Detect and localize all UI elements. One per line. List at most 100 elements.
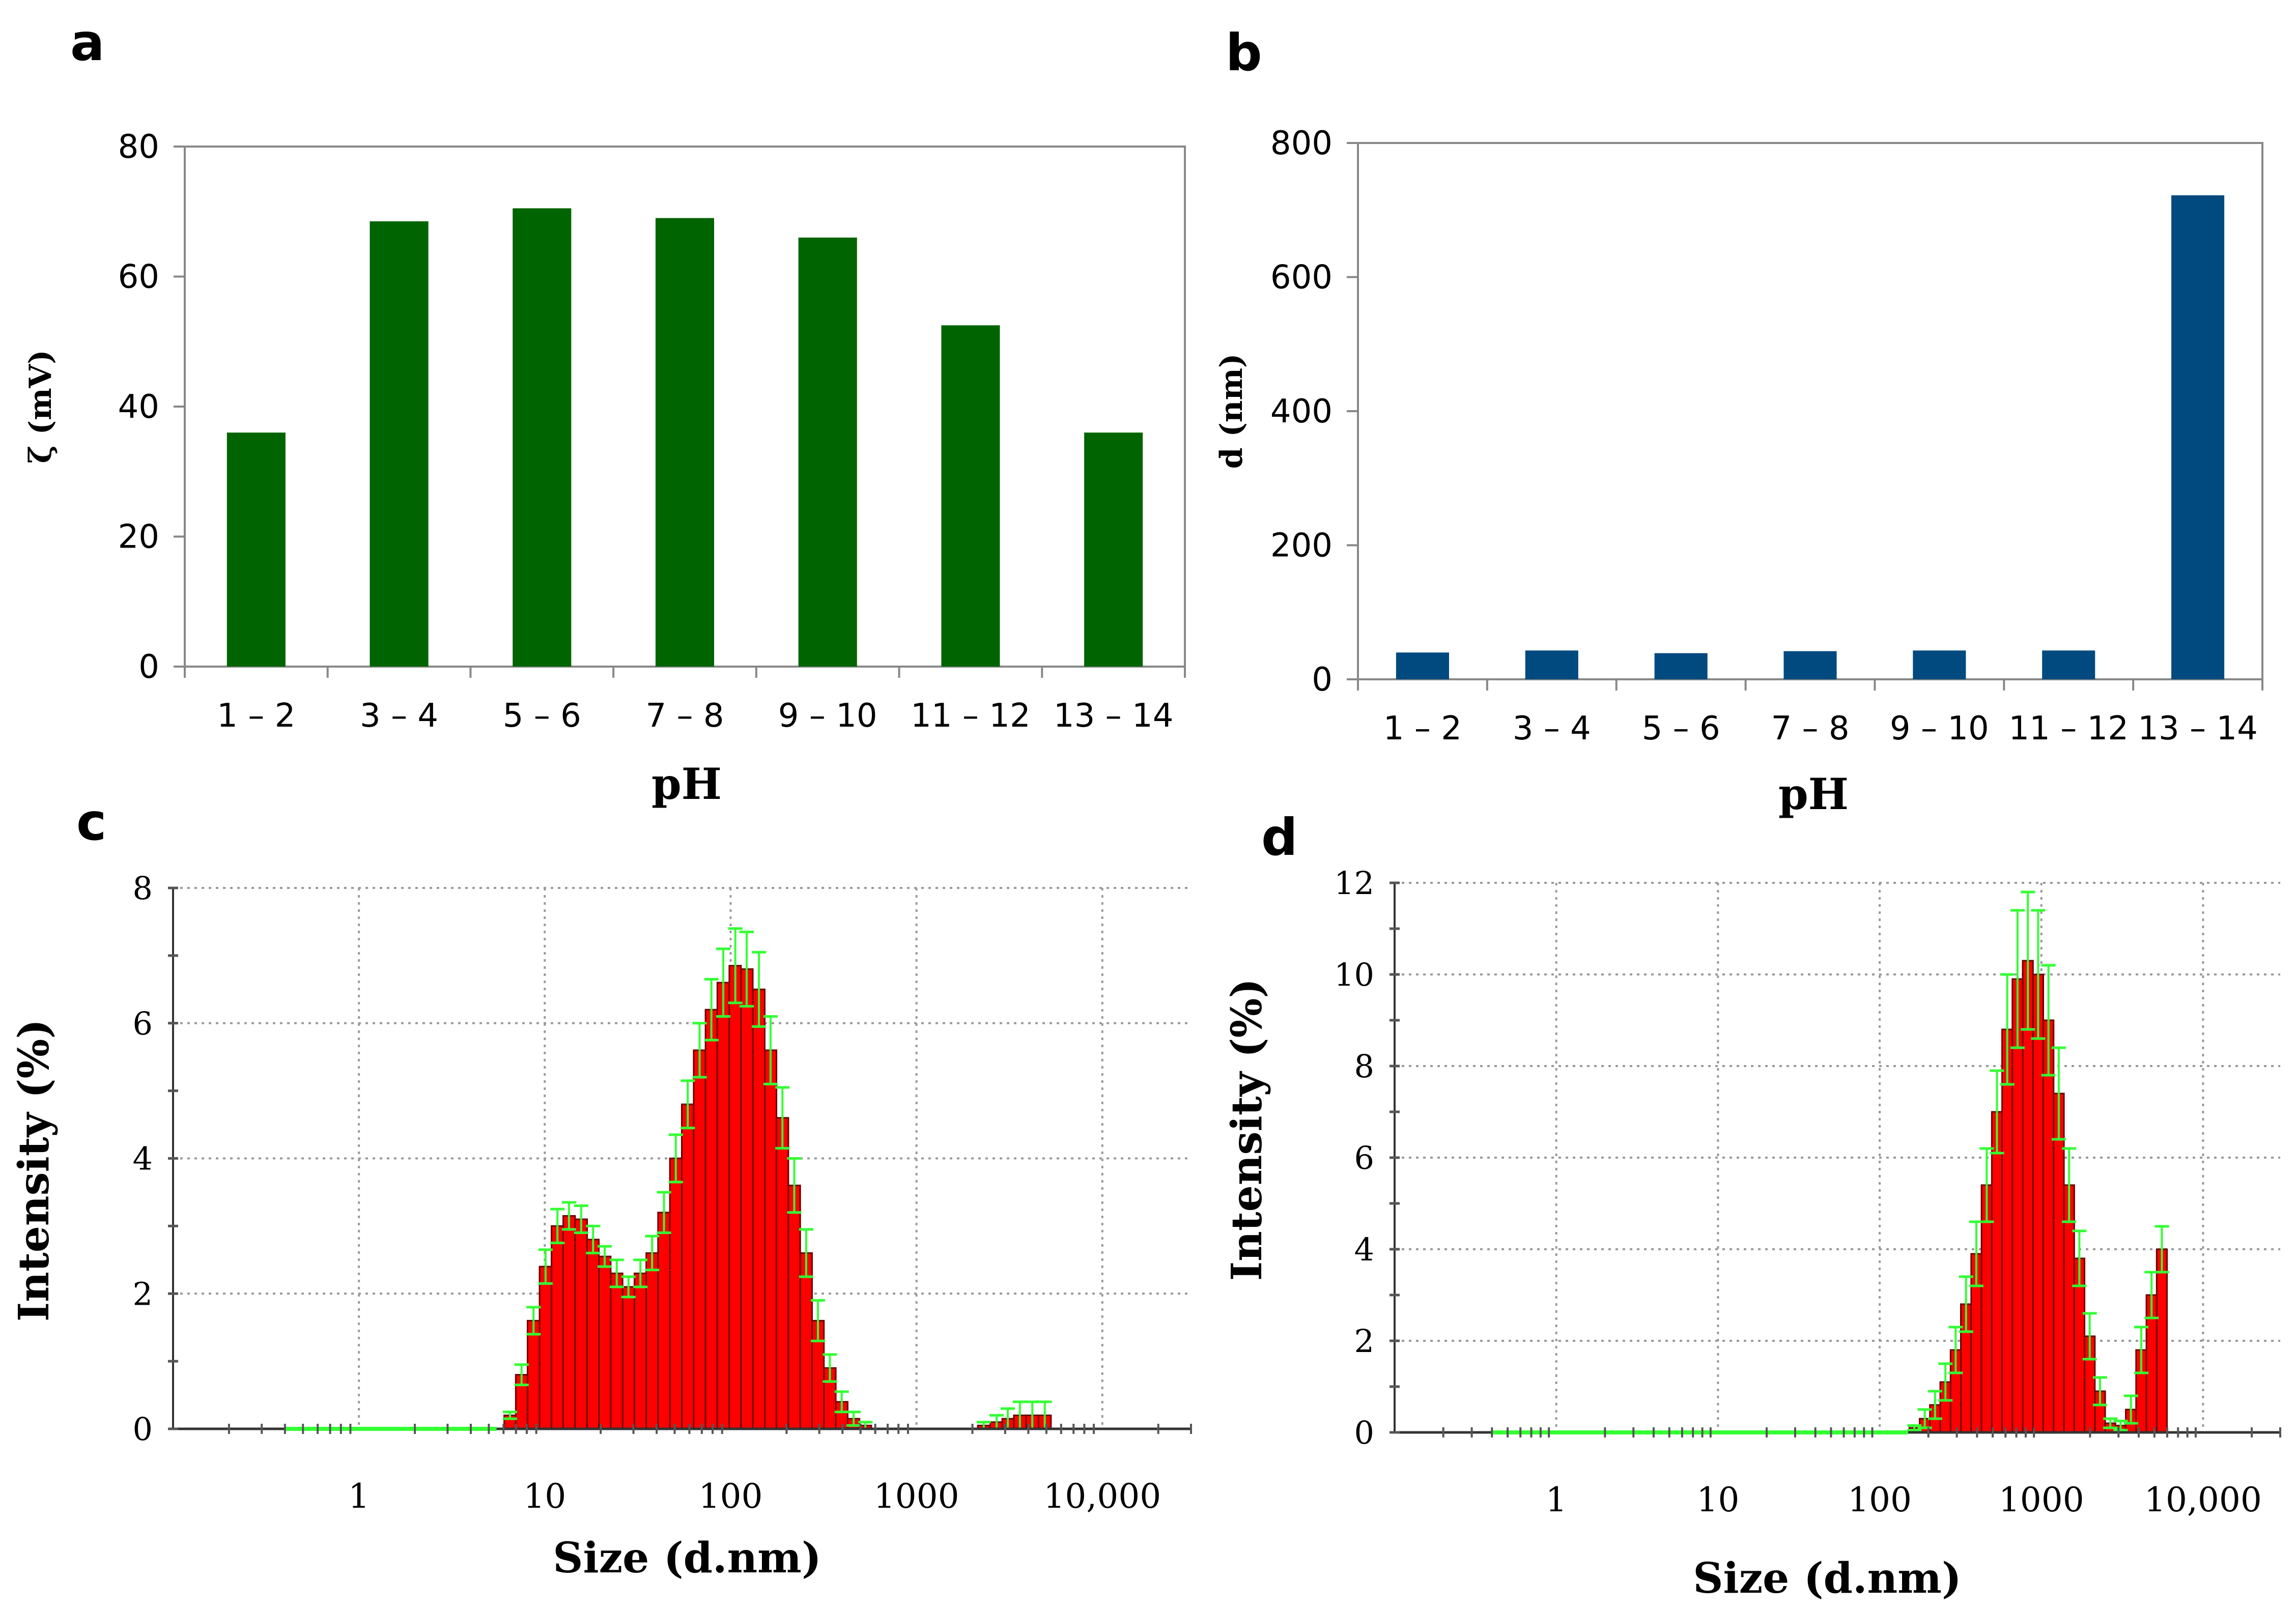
c-bin-26 [799,1252,813,1430]
b-y-tick-label: 800 [1270,125,1333,162]
panel-b-axis-ticks [1347,142,2263,691]
c-x-tick-label: 10 [523,1477,566,1516]
c-bin-11 [621,1286,635,1430]
d-x-tick-label: 1000 [1999,1480,2084,1519]
panel-a-y-tick-labels: 0 20 40 60 80 [118,128,159,686]
a-bar-6 [941,325,1000,667]
panel-a-y-axis-title: ζ (mV) [23,350,59,463]
c-bin-16 [681,1103,695,1430]
b-y-tick-label: 400 [1270,393,1333,430]
c-bin-3 [526,1319,541,1430]
c-x-tick-label: 100 [698,1477,762,1516]
panel-d-size-distribution-chart: d 1 10 100 1000 10,000 0 2 4 6 8 10 12 Intensity (… [1223,808,2281,1603]
panel-b-particle-size-chart: b 1 – 2 3 – 4 5 – 6 7 – 8 9 – 10 11 – 12 13 – … [1214,23,2263,819]
a-bar-4 [655,218,715,667]
panel-c-histogram-bars [502,927,1052,1430]
c-bin-24 [776,1117,789,1430]
d-y-tick-label: 10 [1334,956,1374,993]
b-y-tick-label: 600 [1270,259,1333,297]
d-x-tick-label: 10,000 [2144,1480,2262,1519]
a-x-tick-label: 7 – 8 [645,697,724,735]
panel-c-y-axis-title: Intensity (%) [10,1019,59,1322]
d-x-tick-label: 1 [1546,1480,1567,1519]
a-x-tick-label: 13 – 14 [1054,697,1174,735]
d-bin-12 [2022,960,2034,1433]
a-bar-3 [513,208,572,667]
c-bin-20 [728,965,742,1430]
a-bar-1 [226,433,286,667]
panel-d-x-axis-title: Size (d.nm) [1693,1554,1962,1603]
c-bin-17 [693,1049,706,1430]
panel-d-histogram-bars [1907,890,2169,1433]
c-y-tick-label: 2 [133,1275,153,1312]
d-y-tick-label: 2 [1354,1322,1374,1360]
a-y-tick-label: 60 [118,258,159,296]
d-y-tick-label: 0 [1354,1414,1374,1451]
b-bar-3 [1654,653,1708,679]
panel-c-x-axis-title: Size (d.nm) [553,1534,821,1583]
panel-b-y-axis-title: d (nm) [1214,354,1250,469]
c-x-tick-label: 1000 [874,1477,959,1516]
panel-d-x-tick-labels: 1 10 100 1000 10,000 [1546,1480,2262,1519]
d-y-tick-label: 4 [1354,1231,1374,1268]
c-bin-10 [610,1272,623,1430]
d-y-tick-label: 12 [1334,865,1374,902]
c-bin-7 [574,1218,588,1430]
d-bin-9 [1991,1111,2003,1433]
c-bin-22 [752,988,766,1430]
a-y-tick-label: 0 [138,648,159,686]
d-y-tick-label: 6 [1354,1139,1374,1176]
b-bar-4 [1783,651,1837,679]
b-x-tick-label: 1 – 2 [1383,710,1462,748]
panel-c-axes [168,886,1192,1434]
panel-b-letter: b [1226,23,1262,82]
c-bin-25 [787,1185,801,1430]
d-y-tick-label: 8 [1354,1048,1374,1085]
a-bar-7 [1084,433,1143,667]
a-y-tick-label: 80 [118,128,159,166]
c-x-tick-label: 10,000 [1043,1477,1161,1516]
c-y-tick-label: 6 [133,1005,153,1042]
c-y-tick-label: 0 [133,1411,153,1448]
panel-c-letter: c [76,792,106,852]
panel-b-x-axis-title: pH [1778,769,1849,819]
a-x-tick-label: 3 – 4 [360,697,438,735]
b-bar-5 [1913,650,1966,679]
c-bin-4 [538,1266,553,1430]
b-x-tick-label: 13 – 14 [2138,710,2258,748]
c-bin-18 [704,1009,718,1430]
d-bin-15 [2053,1092,2065,1433]
panel-a-axis-ticks [174,146,1186,678]
d-x-tick-label: 100 [1848,1480,1912,1519]
panel-a-x-axis-title: pH [651,759,722,809]
b-x-tick-label: 11 – 12 [2008,710,2129,748]
c-bin-12 [633,1272,647,1430]
panel-a-zeta-potential-chart: a 1 – 2 3 – 4 5 – 6 7 – 8 9 – 10 11 – 12 13 – … [23,13,1186,809]
a-x-tick-label: 5 – 6 [503,697,581,735]
c-bin-13 [645,1252,659,1430]
b-x-tick-label: 5 – 6 [1642,710,1720,748]
c-bin-9 [598,1255,612,1430]
b-y-tick-label: 0 [1312,661,1333,699]
c-bin-15 [669,1158,683,1430]
d-x-tick-label: 10 [1696,1480,1739,1519]
panel-c-y-tick-labels: 0 2 4 6 8 [133,870,153,1448]
d-bin-10 [2001,1028,2014,1433]
c-bin-8 [586,1239,600,1430]
panel-c-size-distribution-chart: c 1 10 100 1000 10,000 0 2 4 6 8 Intensity (%) S… [10,792,1192,1583]
panel-d-axes [1390,881,2281,1438]
panel-c-x-tick-labels: 1 10 100 1000 10,000 [348,1477,1161,1516]
b-bar-7 [2171,195,2225,679]
c-bin-23 [763,1049,778,1430]
d-bin-14 [2043,1019,2055,1433]
a-x-tick-label: 11 – 12 [911,697,1031,735]
d-bin-13 [2032,973,2045,1433]
b-bar-1 [1396,652,1449,679]
c-bin-21 [740,968,754,1430]
panel-d-y-tick-labels: 0 2 4 6 8 10 12 [1334,865,1374,1451]
panel-a-letter: a [70,13,104,72]
panel-a-x-tick-labels: 1 – 2 3 – 4 5 – 6 7 – 8 9 – 10 11 – 12 13 – 14 [217,697,1173,735]
panel-a-bars [226,208,1143,667]
a-x-tick-label: 9 – 10 [778,697,877,735]
